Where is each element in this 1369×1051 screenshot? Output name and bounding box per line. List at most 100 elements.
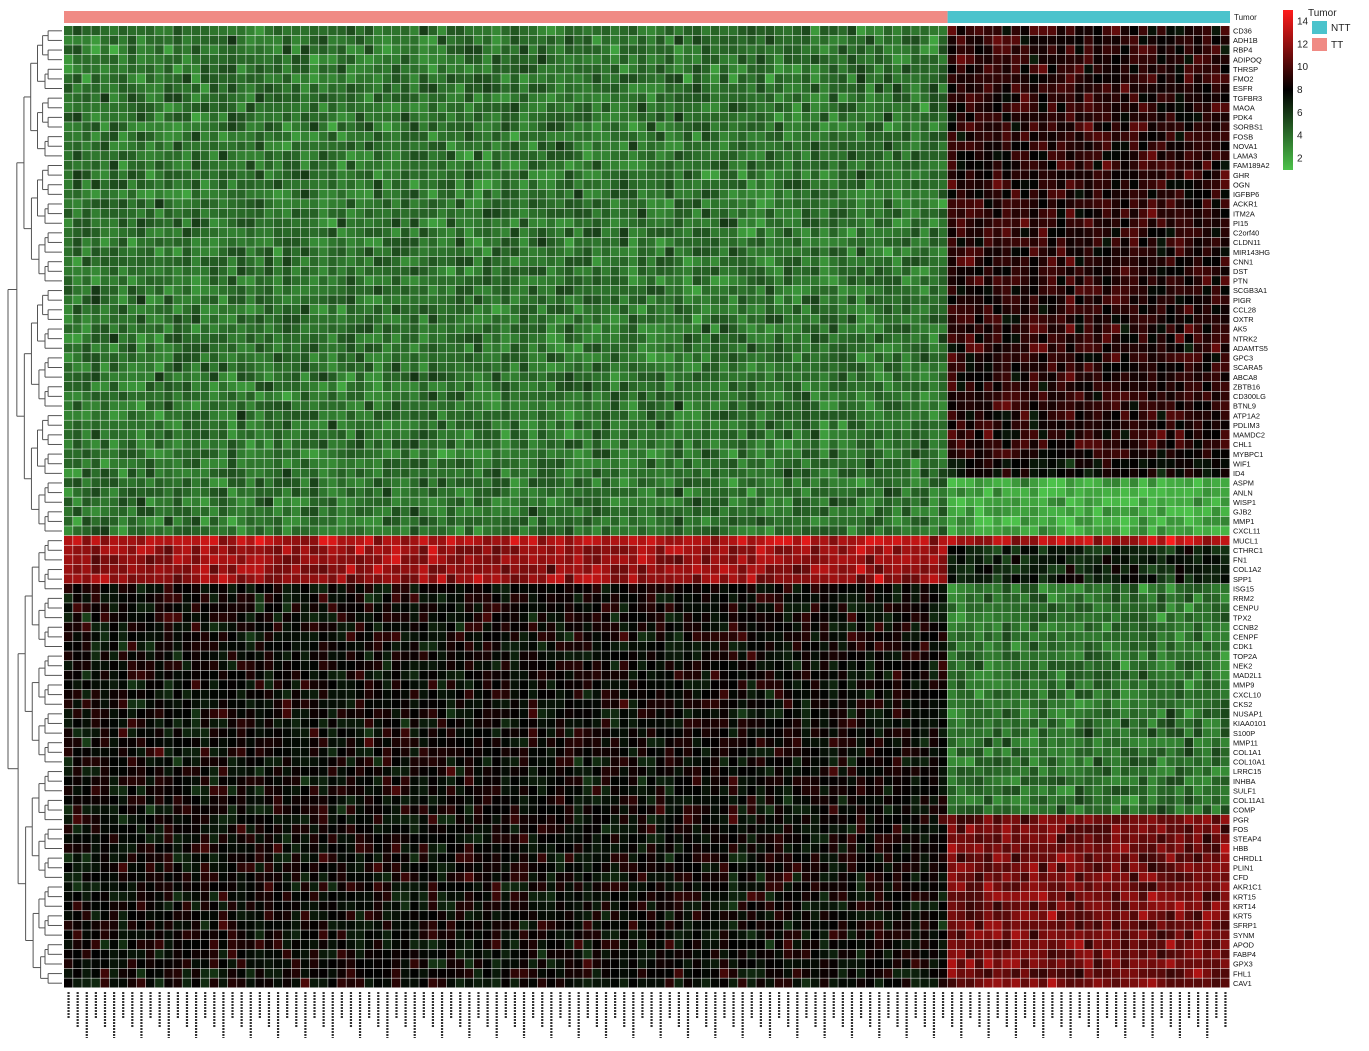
heatmap-cell bbox=[929, 45, 938, 55]
heatmap-cell bbox=[483, 314, 492, 324]
heatmap-cell bbox=[1211, 131, 1221, 141]
heatmap-cell bbox=[373, 228, 383, 238]
heatmap-cell bbox=[555, 372, 565, 382]
heatmap-cell bbox=[619, 208, 629, 218]
heatmap-cell bbox=[1175, 218, 1184, 228]
heatmap-cell bbox=[410, 160, 419, 170]
heatmap-cell bbox=[965, 151, 975, 161]
heatmap-cell bbox=[856, 333, 866, 343]
heatmap-cell bbox=[783, 160, 793, 170]
heatmap-cell bbox=[583, 314, 592, 324]
heatmap-cell bbox=[200, 74, 210, 84]
heatmap-cell bbox=[783, 189, 793, 199]
heatmap-cell bbox=[1175, 285, 1184, 295]
heatmap-cell bbox=[637, 353, 647, 363]
heatmap-cell bbox=[1148, 285, 1157, 295]
heatmap-cell bbox=[947, 295, 957, 305]
heatmap-cell bbox=[355, 141, 365, 151]
heatmap-cell bbox=[1148, 151, 1157, 161]
heatmap-cell bbox=[227, 170, 237, 180]
heatmap-cell bbox=[428, 189, 437, 199]
heatmap-cell bbox=[155, 64, 164, 74]
heatmap-cell bbox=[328, 362, 337, 372]
heatmap-cell bbox=[364, 333, 374, 343]
heatmap-cell bbox=[911, 199, 920, 209]
heatmap-cell bbox=[501, 170, 510, 180]
heatmap-cell bbox=[692, 247, 702, 257]
heatmap-cell bbox=[883, 208, 893, 218]
heatmap-cell bbox=[829, 151, 838, 161]
heatmap-cell bbox=[774, 151, 784, 161]
heatmap-cell bbox=[692, 141, 702, 151]
heatmap-cell bbox=[218, 131, 228, 141]
heatmap-cell bbox=[1084, 314, 1093, 324]
heatmap-cell bbox=[428, 102, 437, 113]
heatmap-cell bbox=[510, 228, 519, 238]
heatmap-cell bbox=[64, 276, 73, 286]
heatmap-cell bbox=[929, 208, 938, 218]
heatmap-cell bbox=[282, 112, 292, 122]
heatmap-cell bbox=[309, 122, 319, 132]
heatmap-cell bbox=[1020, 35, 1030, 45]
heatmap-cell bbox=[1220, 64, 1230, 74]
heatmap-cell bbox=[64, 247, 73, 257]
heatmap-cell bbox=[1138, 314, 1148, 324]
heatmap-cell bbox=[109, 122, 119, 132]
heatmap-cell bbox=[209, 112, 219, 122]
heatmap-cell bbox=[665, 304, 674, 315]
heatmap-cell bbox=[993, 304, 1002, 315]
heatmap-cell bbox=[401, 372, 410, 382]
heatmap-cell bbox=[191, 276, 201, 286]
heatmap-cell bbox=[82, 353, 91, 363]
heatmap-cell bbox=[246, 74, 255, 84]
heatmap-cell bbox=[364, 189, 374, 199]
heatmap-cell bbox=[1111, 131, 1121, 141]
heatmap-cell bbox=[455, 54, 465, 64]
heatmap-cell bbox=[738, 228, 747, 238]
heatmap-cell bbox=[847, 324, 857, 334]
heatmap-cell bbox=[1157, 247, 1166, 257]
heatmap-cell bbox=[1193, 199, 1203, 209]
heatmap-cell bbox=[419, 343, 428, 353]
heatmap-cell bbox=[64, 353, 73, 363]
heatmap-cell bbox=[765, 151, 775, 161]
heatmap-cell bbox=[974, 74, 984, 84]
heatmap-cell bbox=[710, 266, 720, 276]
heatmap-cell bbox=[218, 151, 228, 161]
heatmap-cell bbox=[911, 93, 920, 103]
heatmap-cell bbox=[428, 372, 437, 382]
heatmap-cell bbox=[127, 208, 137, 218]
heatmap-cell bbox=[1148, 74, 1157, 84]
heatmap-cell bbox=[173, 83, 182, 93]
heatmap-cell bbox=[592, 26, 601, 36]
heatmap-cell bbox=[537, 199, 547, 209]
heatmap-cell bbox=[783, 372, 793, 382]
heatmap-cell bbox=[1029, 256, 1039, 266]
heatmap-cell bbox=[355, 324, 365, 334]
heatmap-cell bbox=[136, 131, 146, 141]
heatmap-cell bbox=[728, 276, 738, 286]
heatmap-cell bbox=[300, 112, 310, 122]
heatmap-cell bbox=[719, 314, 729, 324]
heatmap-cell bbox=[601, 102, 611, 113]
heatmap-cell bbox=[264, 353, 274, 363]
heatmap-cell bbox=[984, 304, 993, 315]
heatmap-cell bbox=[1148, 102, 1157, 113]
heatmap-cell bbox=[492, 131, 501, 141]
heatmap-cell bbox=[920, 237, 929, 247]
heatmap-cell bbox=[1184, 343, 1194, 353]
heatmap-cell bbox=[1211, 362, 1221, 372]
heatmap-cell bbox=[565, 93, 574, 103]
heatmap-cell bbox=[373, 343, 383, 353]
heatmap-cell bbox=[519, 35, 529, 45]
heatmap-cell bbox=[1157, 295, 1166, 305]
heatmap-cell bbox=[1066, 45, 1075, 55]
heatmap-cell bbox=[109, 35, 119, 45]
heatmap-cell bbox=[728, 218, 738, 228]
heatmap-cell bbox=[610, 26, 620, 36]
heatmap-cell bbox=[528, 74, 538, 84]
heatmap-cell bbox=[856, 247, 866, 257]
heatmap-cell bbox=[1093, 74, 1102, 84]
heatmap-cell bbox=[1175, 74, 1184, 84]
heatmap-cell bbox=[145, 26, 155, 36]
